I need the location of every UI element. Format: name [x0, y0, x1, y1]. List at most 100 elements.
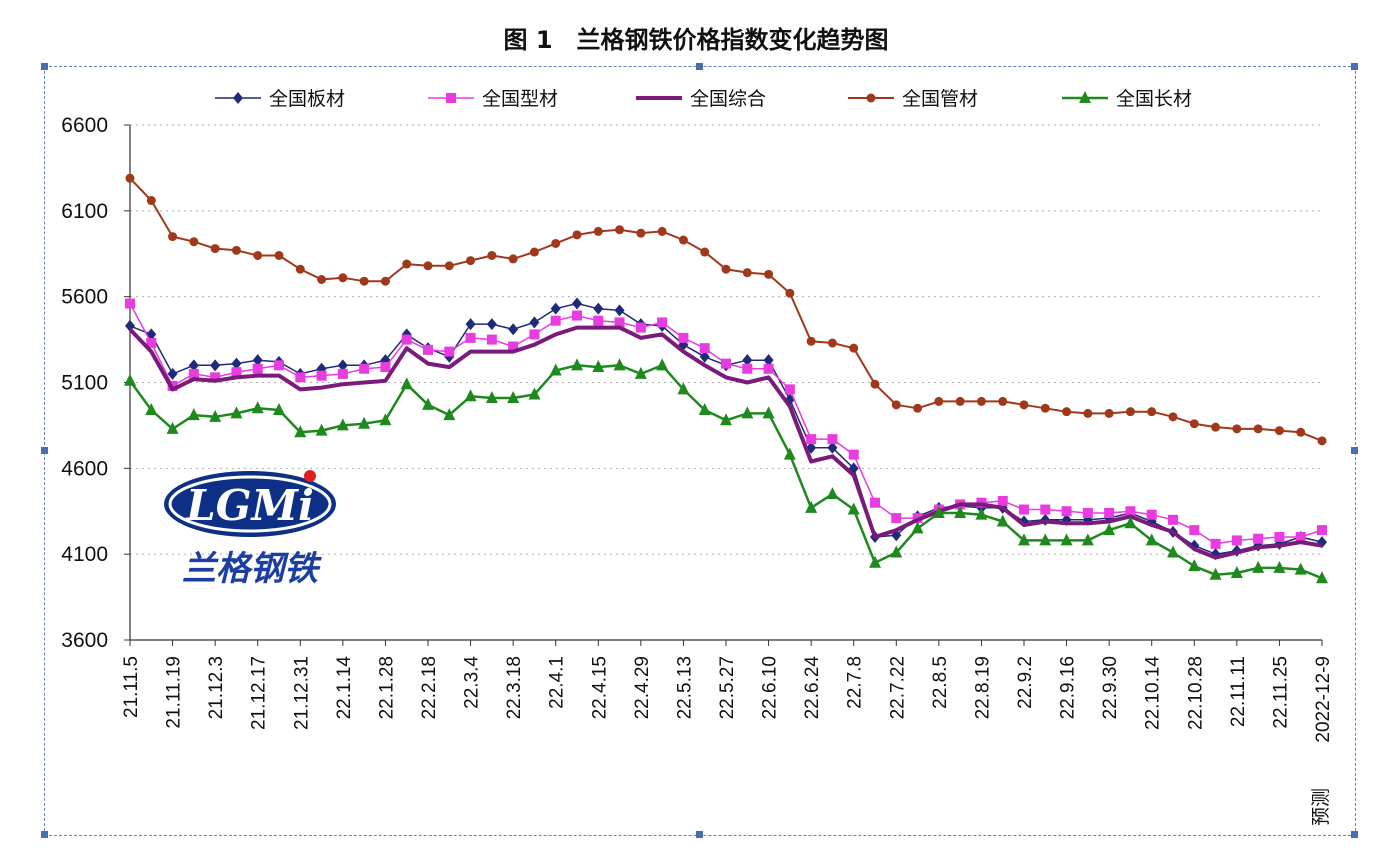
- data-point-square: [1295, 532, 1306, 542]
- gridlines: [130, 124, 1322, 555]
- data-point-triangle: [166, 421, 179, 434]
- data-point-square: [125, 298, 135, 309]
- data-point-circle: [1274, 426, 1284, 436]
- data-point-triangle: [847, 502, 860, 515]
- data-point-square: [1146, 509, 1157, 520]
- lange-logo: LGMi 兰格钢铁: [164, 470, 336, 589]
- y-tick-label: 6600: [61, 114, 108, 137]
- series-1: [125, 298, 1327, 549]
- data-point-square: [1189, 525, 1200, 536]
- data-point-triangle: [1103, 523, 1116, 536]
- axes: [124, 124, 1323, 646]
- data-point-circle: [274, 250, 284, 260]
- data-point-triangle: [1188, 559, 1201, 572]
- data-point-diamond: [231, 357, 242, 370]
- data-point-triangle: [1081, 533, 1094, 546]
- data-point-diamond: [614, 304, 625, 317]
- data-point-triangle: [634, 366, 647, 379]
- data-point-diamond: [188, 359, 199, 372]
- data-point-circle: [806, 336, 816, 346]
- data-point-diamond: [763, 354, 774, 367]
- resize-handle-bottom-right[interactable]: [1351, 831, 1358, 838]
- data-point-circle: [189, 237, 199, 247]
- resize-handle-bottom-middle[interactable]: [696, 831, 703, 838]
- data-point-square: [827, 434, 838, 445]
- data-point-triangle: [954, 505, 967, 518]
- data-point-circle: [338, 273, 348, 283]
- data-point-triangle: [592, 360, 605, 373]
- logo-mark: LGMi: [185, 481, 314, 530]
- logo-name: 兰格钢铁: [182, 549, 322, 589]
- data-point-diamond: [486, 318, 497, 331]
- data-point-circle: [444, 261, 454, 271]
- data-point-diamond: [593, 302, 604, 315]
- data-point-circle: [1189, 419, 1199, 429]
- data-point-circle: [380, 276, 390, 286]
- data-point-circle: [1062, 407, 1072, 417]
- data-point-circle: [1317, 436, 1327, 446]
- data-point-triangle: [315, 423, 328, 436]
- data-point-diamond: [233, 92, 243, 104]
- data-point-circle: [849, 343, 859, 353]
- data-point-triangle: [613, 358, 626, 371]
- data-point-circle: [678, 235, 688, 245]
- data-point-square: [891, 513, 902, 524]
- data-point-triangle: [251, 401, 264, 414]
- data-point-triangle: [443, 408, 456, 421]
- data-point-circle: [870, 379, 880, 389]
- data-point-triangle: [507, 390, 520, 403]
- data-point-diamond: [125, 319, 135, 332]
- data-point-square: [465, 332, 476, 343]
- data-point-diamond: [465, 318, 476, 331]
- data-point-triangle: [975, 507, 988, 520]
- data-point-diamond: [699, 350, 710, 363]
- data-point-diamond: [827, 441, 838, 454]
- x-tick-label: 22.9.2: [1015, 656, 1036, 709]
- legend-label: 全国板材: [269, 88, 345, 110]
- data-point-circle: [615, 225, 625, 235]
- data-point-circle: [1083, 408, 1093, 418]
- data-point-circle: [295, 264, 305, 274]
- x-tick-label: 22.1.28: [376, 656, 397, 719]
- resize-handle-top-middle[interactable]: [696, 63, 703, 70]
- data-point-square: [444, 346, 455, 357]
- data-point-triangle: [1294, 562, 1307, 575]
- data-point-square: [721, 358, 731, 369]
- x-tick-label: 22.5.27: [717, 656, 738, 719]
- data-point-square: [446, 93, 456, 103]
- data-point-square: [1317, 525, 1327, 536]
- data-point-triangle: [571, 358, 583, 371]
- x-tick-label: 22.6.10: [760, 656, 781, 719]
- data-point-square: [678, 332, 689, 343]
- data-point-circle: [572, 230, 582, 240]
- data-point-square: [997, 495, 1008, 506]
- resize-handle-top-right[interactable]: [1351, 63, 1358, 70]
- resize-handle-middle-right[interactable]: [1351, 447, 1358, 454]
- resize-handle-middle-left[interactable]: [41, 447, 48, 454]
- x-tick-label: 22.4.15: [589, 656, 610, 719]
- data-point-square: [742, 363, 753, 374]
- x-tick-label: 22.8.5: [930, 656, 951, 709]
- data-point-triangle: [124, 373, 136, 386]
- legend-label: 全国管材: [902, 88, 978, 110]
- series-2: [128, 325, 1323, 560]
- legend-item: 全国长材: [1062, 88, 1192, 110]
- data-point-triangle: [358, 416, 371, 429]
- data-point-circle: [1125, 407, 1135, 417]
- data-point-square: [1168, 514, 1178, 525]
- resize-handle-top-left[interactable]: [41, 63, 48, 70]
- data-point-circle: [402, 259, 412, 269]
- data-point-circle: [423, 261, 433, 271]
- data-point-triangle: [783, 447, 796, 460]
- data-point-circle: [742, 268, 752, 278]
- x-tick-label: 22.7.22: [887, 656, 908, 719]
- data-point-circle: [1104, 408, 1114, 418]
- data-point-triangle: [336, 418, 349, 431]
- data-point-square: [486, 334, 497, 345]
- resize-handle-bottom-left[interactable]: [41, 831, 48, 838]
- data-point-square: [423, 344, 433, 355]
- data-point-triangle: [528, 387, 541, 400]
- data-point-triangle: [187, 408, 200, 421]
- data-point-circle: [593, 226, 603, 236]
